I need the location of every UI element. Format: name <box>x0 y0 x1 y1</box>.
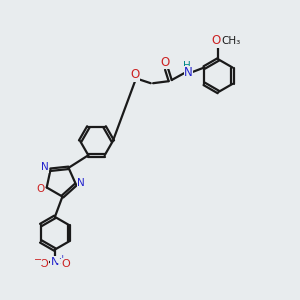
Text: N: N <box>51 257 59 267</box>
Text: O: O <box>130 68 140 81</box>
Text: O: O <box>212 34 220 47</box>
Text: O: O <box>160 56 170 69</box>
Text: N: N <box>77 178 85 188</box>
Text: N: N <box>41 162 48 172</box>
Text: O: O <box>62 259 70 269</box>
Text: O: O <box>36 184 44 194</box>
Text: +: + <box>58 254 65 263</box>
Text: N: N <box>184 66 193 79</box>
Text: O: O <box>39 259 48 269</box>
Text: CH₃: CH₃ <box>221 36 241 46</box>
Text: −: − <box>34 255 42 265</box>
Text: H: H <box>183 61 191 71</box>
